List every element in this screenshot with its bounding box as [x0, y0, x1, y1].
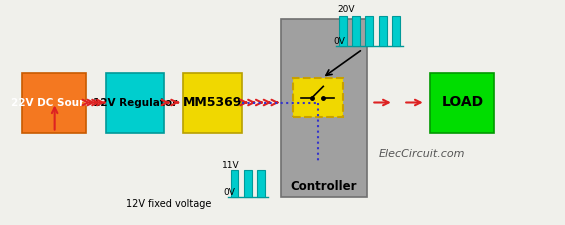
Bar: [352, 16, 360, 46]
Text: ElecCircuit.com: ElecCircuit.com: [379, 149, 466, 159]
Bar: [366, 16, 373, 46]
FancyBboxPatch shape: [431, 72, 494, 133]
Text: 22V DC Source: 22V DC Source: [11, 97, 98, 108]
Text: 12V Regulator: 12V Regulator: [93, 97, 177, 108]
FancyBboxPatch shape: [184, 72, 242, 133]
Bar: [339, 16, 346, 46]
Bar: [231, 170, 238, 197]
Bar: [257, 170, 265, 197]
FancyBboxPatch shape: [106, 72, 164, 133]
Text: MM5369: MM5369: [183, 96, 242, 109]
Text: 11V: 11V: [221, 161, 240, 170]
FancyBboxPatch shape: [293, 78, 343, 117]
Text: 20V: 20V: [337, 5, 355, 14]
Text: 12V fixed voltage: 12V fixed voltage: [126, 199, 211, 209]
Bar: [392, 16, 400, 46]
Bar: [244, 170, 251, 197]
Text: 0V: 0V: [333, 37, 345, 46]
Text: 0V: 0V: [223, 188, 235, 197]
Text: LOAD: LOAD: [441, 95, 484, 110]
FancyBboxPatch shape: [23, 72, 86, 133]
Bar: [379, 16, 386, 46]
Text: Controller: Controller: [290, 180, 357, 194]
FancyBboxPatch shape: [281, 19, 367, 197]
